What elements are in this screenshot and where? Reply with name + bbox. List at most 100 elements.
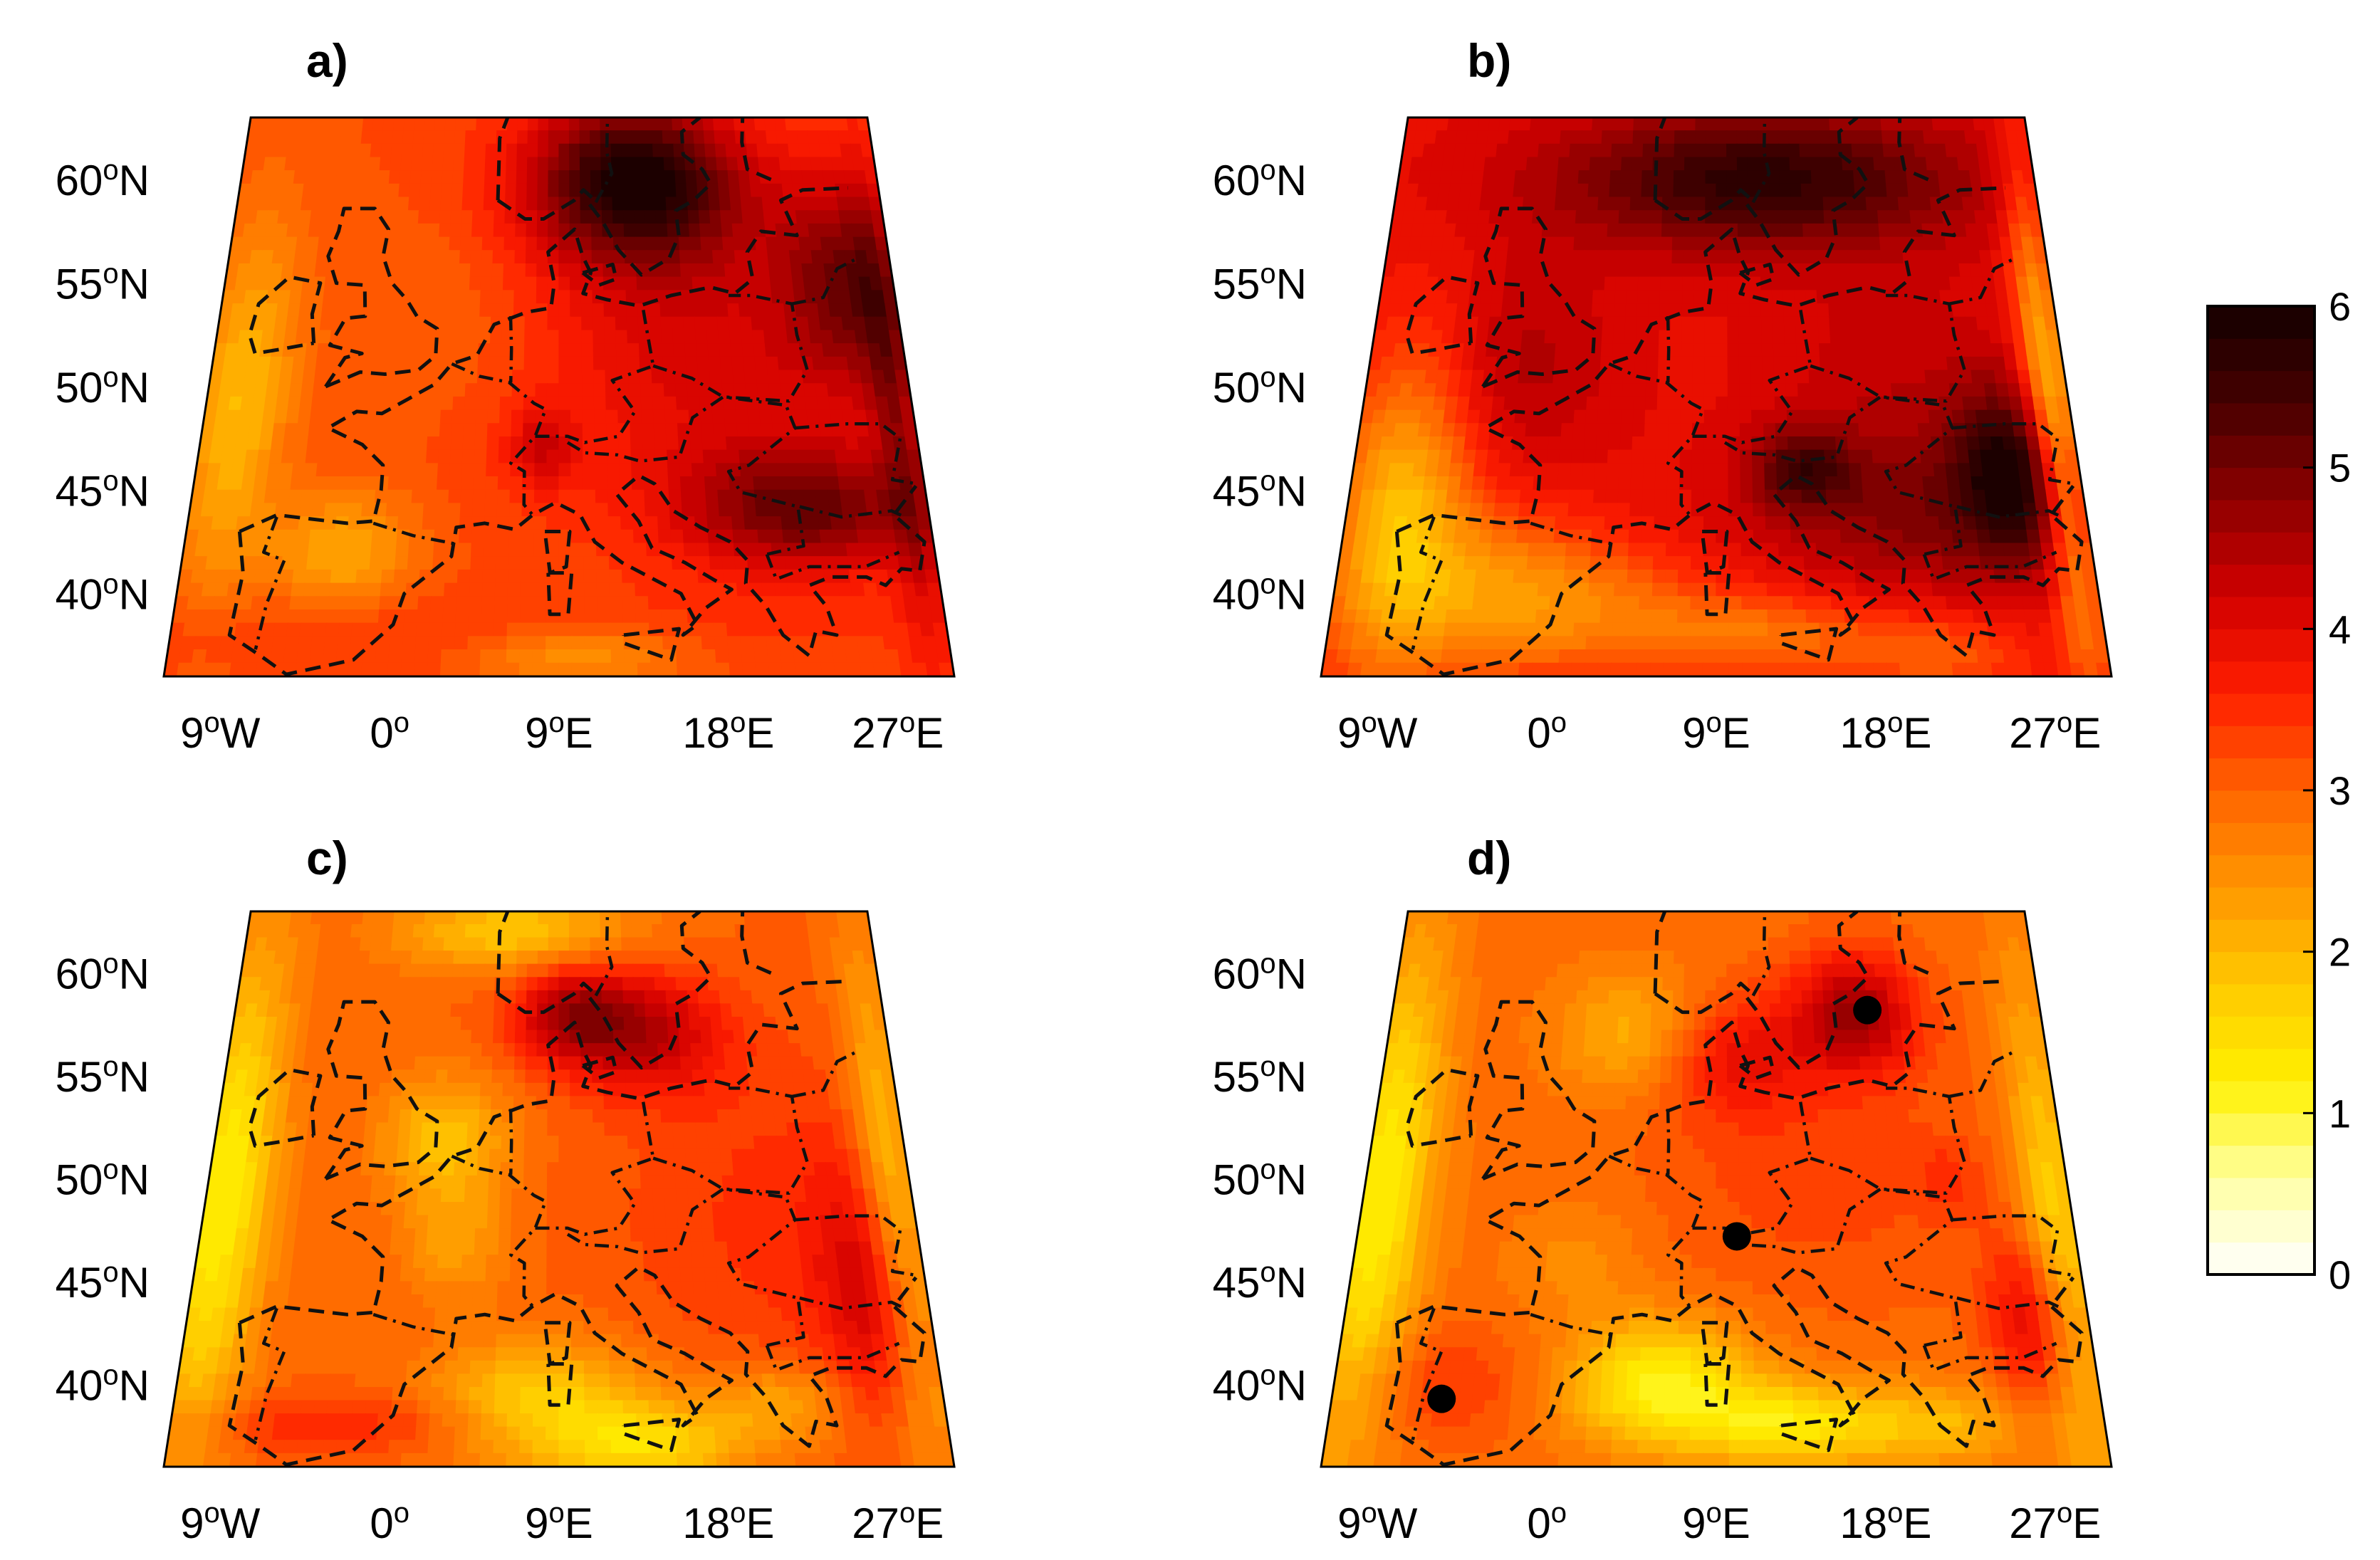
map-frame — [162, 116, 956, 678]
colorbar-segment — [2208, 597, 2314, 629]
panel-label: c) — [306, 832, 348, 884]
colorbar-segment — [2208, 822, 2314, 856]
panel-label: d) — [1467, 832, 1511, 884]
lon-tick-label: 27oE — [852, 1497, 944, 1547]
colorbar-segment — [2208, 500, 2314, 533]
lon-tick-label: 0o — [370, 1497, 409, 1547]
lat-tick-label: 45oN — [56, 1257, 150, 1307]
lat-tick-label: 45oN — [56, 465, 150, 515]
colorbar-segment — [2208, 467, 2314, 501]
lon-tick-label: 9oE — [1682, 707, 1750, 757]
map-panel-d: d) 60oN 55oN 50oN 45oN 40oN 9oW 0o 9oE 18oE 27oE — [1213, 832, 2113, 1547]
lat-tick-label: 60oN — [1213, 155, 1307, 204]
colorbar-segment — [2208, 338, 2314, 372]
lat-tick-label: 55oN — [56, 1051, 150, 1101]
map-panel-b: b) 60oN 55oN 50oN 45oN 40oN 9oW 0o 9oE 18oE 27oE — [1213, 34, 2113, 757]
colorbar-segment — [2208, 435, 2314, 468]
station-marker — [1427, 1384, 1456, 1413]
lat-tick-label: 60oN — [56, 155, 150, 204]
map-frame — [162, 910, 956, 1468]
map-panel-c: c) 60oN 55oN 50oN 45oN 40oN 9oW 0o 9oE 18oE 27oE — [56, 832, 956, 1547]
colorbar-segment — [2208, 403, 2314, 436]
lat-tick-label: 50oN — [1213, 362, 1307, 412]
coastline-layer — [227, 117, 927, 676]
colorbar-segment — [2208, 1016, 2314, 1049]
lon-tick-label: 0o — [1527, 707, 1567, 757]
lat-tick-label: 60oN — [1213, 948, 1307, 998]
lon-tick-label: 27oE — [852, 707, 944, 757]
lat-tick-label: 50oN — [56, 1154, 150, 1204]
coastline-layer — [227, 911, 927, 1467]
colorbar-segment — [2208, 629, 2314, 662]
lon-tick-label: 18oE — [682, 707, 774, 757]
station-marker — [1853, 995, 1882, 1025]
colorbar-tick-label: 3 — [2329, 768, 2351, 813]
field-raster-a — [164, 117, 954, 676]
colorbar-segment — [2208, 370, 2314, 404]
lon-tick-label: 9oE — [525, 1497, 593, 1547]
colorbar-segment — [2208, 758, 2314, 791]
lat-tick-label: 40oN — [1213, 1359, 1307, 1409]
colorbar-segment — [2208, 951, 2314, 985]
colorbar-segment — [2208, 1178, 2314, 1210]
lat-tick-label: 50oN — [1213, 1154, 1307, 1204]
lon-tick-label: 18oE — [1839, 1497, 1931, 1547]
lat-tick-label: 45oN — [1213, 1257, 1307, 1307]
colorbar: 0 1 2 3 4 5 6 — [2206, 284, 2351, 1297]
lat-tick-label: 60oN — [56, 948, 150, 998]
lon-tick-label: 0o — [370, 707, 409, 757]
colorbar-segment — [2208, 726, 2314, 759]
lon-tick-label: 9oW — [1337, 1497, 1418, 1547]
colorbar-tick-label: 2 — [2329, 930, 2351, 975]
colorbar-segment — [2208, 1145, 2314, 1178]
colorbar-tick-label: 0 — [2329, 1252, 2351, 1297]
lon-tick-label: 18oE — [682, 1497, 774, 1547]
field-raster-d — [1321, 911, 2112, 1467]
colorbar-segment — [2208, 661, 2314, 694]
colorbar-segment — [2208, 693, 2314, 726]
map-frame — [1320, 910, 2113, 1468]
map-panel-a: a) 60oN 55oN 50oN 45oN 40oN 9oW 0o 9oE 18oE 27oE — [56, 34, 956, 757]
colorbar-tick-label: 1 — [2329, 1091, 2351, 1136]
colorbar-tick-label: 6 — [2329, 284, 2351, 329]
colorbar-segment — [2208, 532, 2314, 565]
lon-tick-label: 9oW — [180, 1497, 261, 1547]
colorbar-tick-label: 5 — [2329, 446, 2351, 491]
lon-tick-label: 9oW — [180, 707, 261, 757]
lat-tick-label: 45oN — [1213, 465, 1307, 515]
colorbar-segment — [2208, 1113, 2314, 1146]
lat-tick-label: 40oN — [1213, 569, 1307, 619]
colorbar-segment — [2208, 1081, 2314, 1114]
colorbar-segment — [2208, 984, 2314, 1017]
colorbar-segment — [2208, 887, 2314, 920]
lon-tick-label: 18oE — [1839, 707, 1931, 757]
lat-tick-label: 55oN — [1213, 258, 1307, 308]
station-marker — [1722, 1222, 1751, 1251]
colorbar-segment — [2208, 306, 2314, 339]
lat-tick-label: 55oN — [56, 258, 150, 308]
colorbar-segment — [2208, 564, 2314, 597]
lon-tick-label: 0o — [1527, 1497, 1567, 1547]
colorbar-segment — [2208, 919, 2314, 953]
map-frame — [1320, 116, 2113, 678]
lon-tick-label: 27oE — [2009, 707, 2101, 757]
lat-tick-label: 50oN — [56, 362, 150, 412]
colorbar-segment — [2208, 1048, 2314, 1082]
field-raster-c — [164, 911, 954, 1467]
colorbar-segment — [2208, 790, 2314, 823]
colorbar-segment — [2208, 1242, 2314, 1275]
lat-tick-label: 55oN — [1213, 1051, 1307, 1101]
colorbar-tick-label: 4 — [2329, 607, 2351, 651]
panel-label: b) — [1467, 34, 1511, 87]
lon-tick-label: 9oE — [1682, 1497, 1750, 1547]
lat-tick-label: 40oN — [56, 569, 150, 619]
lon-tick-label: 9oE — [525, 707, 593, 757]
lat-tick-label: 40oN — [56, 1359, 150, 1409]
lon-tick-label: 9oW — [1337, 707, 1418, 757]
panel-label: a) — [306, 34, 348, 87]
colorbar-segment — [2208, 854, 2314, 888]
lon-tick-label: 27oE — [2009, 1497, 2101, 1547]
coastline-layer — [1384, 117, 2084, 676]
field-raster-b — [1321, 117, 2112, 676]
